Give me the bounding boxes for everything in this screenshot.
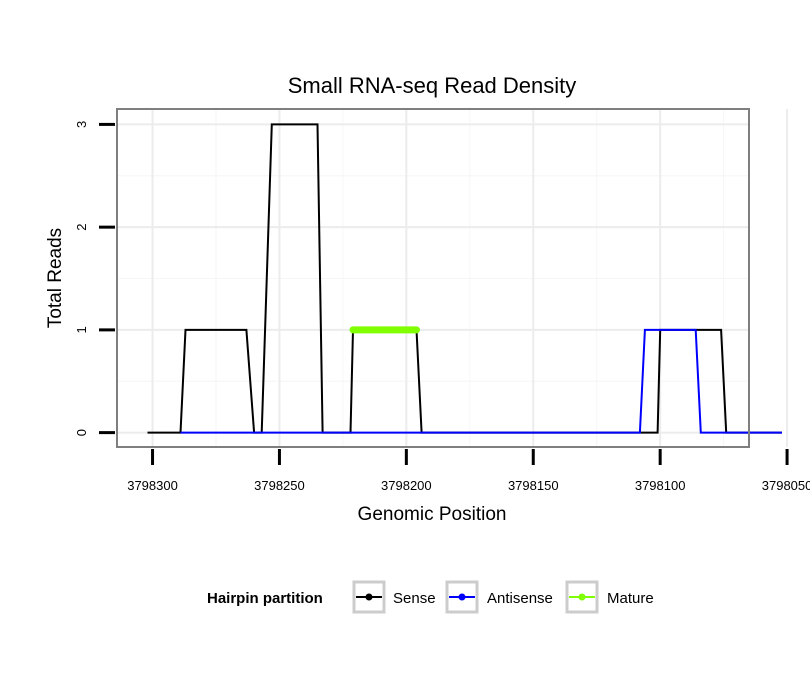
chart-title: Small RNA-seq Read Density	[288, 73, 577, 98]
legend-label-mature: Mature	[607, 590, 654, 607]
y-axis-label: Total Reads	[45, 228, 66, 328]
x-tick-label: 3798150	[508, 478, 559, 493]
legend: Hairpin partition Sense Antisense Mature	[207, 580, 654, 614]
legend-title: Hairpin partition	[207, 590, 323, 607]
series-lines	[147, 123, 782, 434]
x-axis-label: Genomic Position	[358, 504, 507, 525]
legend-label-sense: Sense	[393, 590, 436, 607]
y-tick-label: 0	[74, 429, 89, 436]
series-antisense	[180, 328, 782, 434]
y-tick-label: 2	[74, 224, 89, 231]
y-tick-label: 3	[74, 121, 89, 128]
x-tick-label: 3798200	[381, 478, 432, 493]
plot-panel	[117, 109, 749, 447]
x-axis: 3798300 3798250 3798200 3798150 3798100 37980…	[127, 449, 810, 493]
x-tick-label: 3798250	[254, 478, 305, 493]
x-tick-label: 3798050	[762, 478, 810, 493]
legend-key-point	[365, 593, 373, 601]
plot-background	[117, 109, 749, 447]
legend-key-point	[578, 593, 586, 601]
grid	[117, 109, 789, 447]
legend-label-antisense: Antisense	[487, 590, 553, 607]
x-tick-label: 3798300	[127, 478, 178, 493]
plot-border	[116, 108, 750, 448]
y-tick-label: 1	[74, 326, 89, 333]
x-tick-label: 3798100	[635, 478, 686, 493]
y-axis: 0 1 2 3	[74, 121, 115, 436]
legend-key-point	[458, 593, 466, 601]
